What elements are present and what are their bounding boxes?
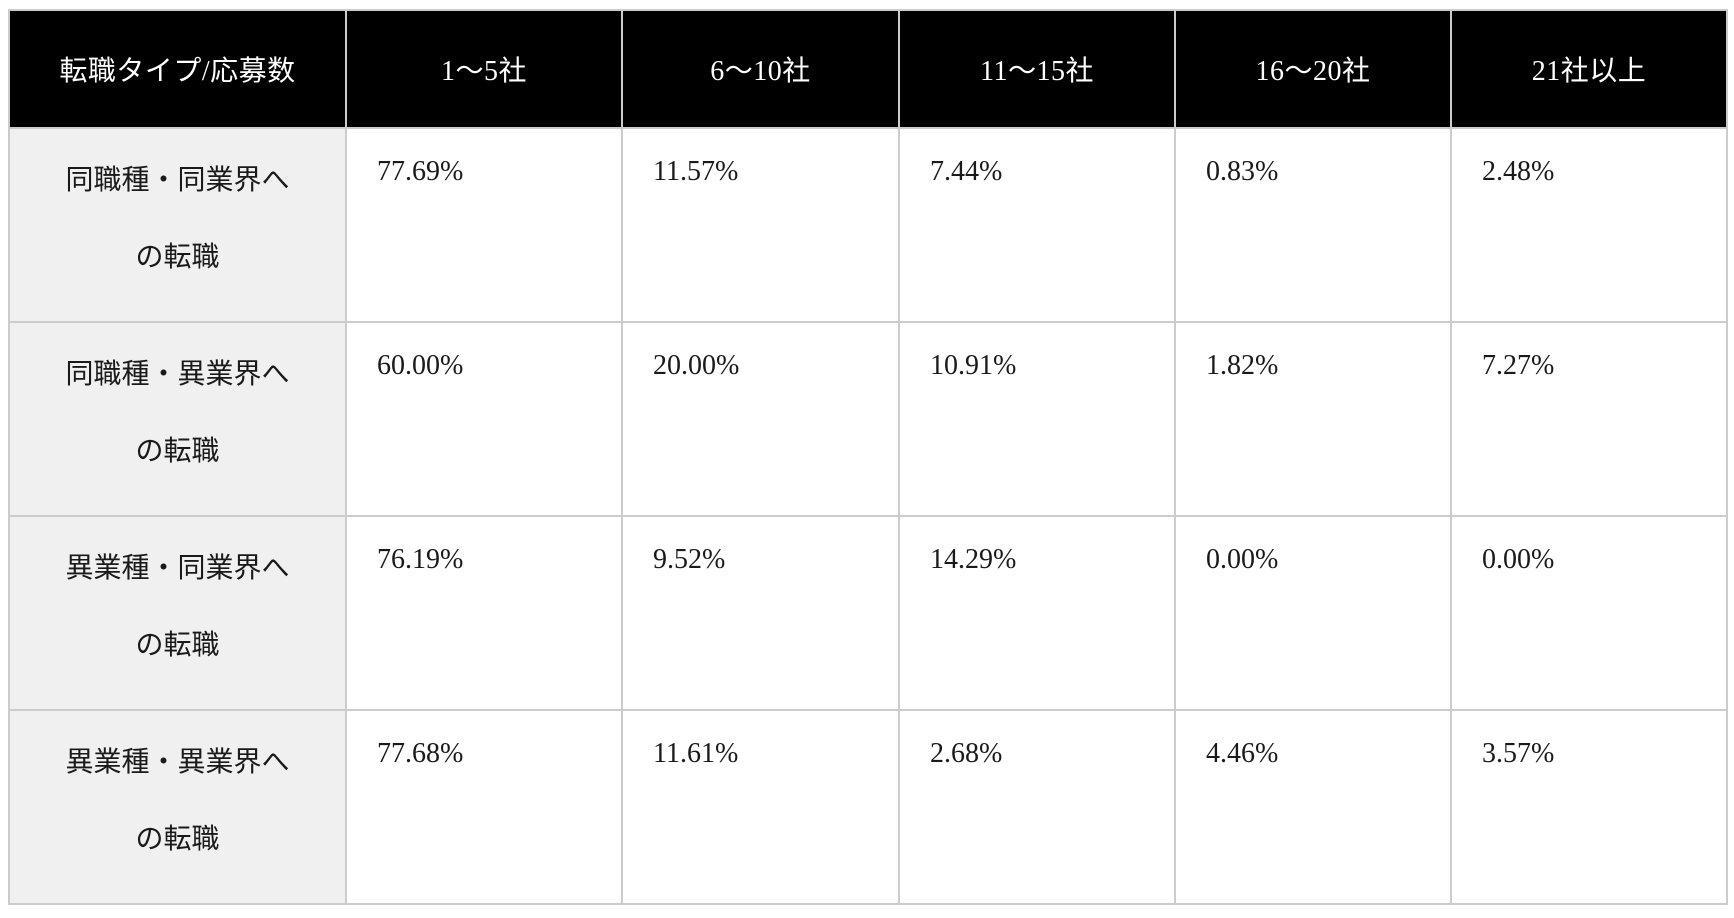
job-change-application-count-table: 転職タイプ/応募数 1〜5社 6〜10社 11〜15社 16〜20社 21社以上 同職種・…	[8, 9, 1728, 905]
row-label-cell: 異業種・異業界への転職	[8, 709, 347, 905]
table-row: 同職種・同業界への転職 77.69% 11.57% 7.44% 0.83% 2.48%	[8, 127, 1728, 323]
header-cell: 1〜5社	[345, 9, 623, 129]
value-cell: 7.27%	[1450, 321, 1728, 517]
value-cell: 77.69%	[345, 127, 623, 323]
value-cell: 10.91%	[898, 321, 1176, 517]
value-cell: 60.00%	[345, 321, 623, 517]
value-cell: 77.68%	[345, 709, 623, 905]
header-cell-row-label: 転職タイプ/応募数	[8, 9, 347, 129]
table-row: 異業種・異業界への転職 77.68% 11.61% 2.68% 4.46% 3.57%	[8, 709, 1728, 905]
value-cell: 11.57%	[621, 127, 900, 323]
value-cell: 11.61%	[621, 709, 900, 905]
header-cell: 6〜10社	[621, 9, 900, 129]
value-cell: 0.83%	[1174, 127, 1452, 323]
value-cell: 2.68%	[898, 709, 1176, 905]
header-cell: 16〜20社	[1174, 9, 1452, 129]
value-cell: 3.57%	[1450, 709, 1728, 905]
value-cell: 0.00%	[1174, 515, 1452, 711]
value-cell: 20.00%	[621, 321, 900, 517]
table-body: 同職種・同業界への転職 77.69% 11.57% 7.44% 0.83% 2.48% 同職…	[8, 127, 1728, 905]
header-cell: 21社以上	[1450, 9, 1728, 129]
row-label-cell: 同職種・同業界への転職	[8, 127, 347, 323]
value-cell: 1.82%	[1174, 321, 1452, 517]
value-cell: 2.48%	[1450, 127, 1728, 323]
row-label-cell: 同職種・異業界への転職	[8, 321, 347, 517]
row-label-cell: 異業種・同業界への転職	[8, 515, 347, 711]
table-row: 同職種・異業界への転職 60.00% 20.00% 10.91% 1.82% 7.27%	[8, 321, 1728, 517]
header-row: 転職タイプ/応募数 1〜5社 6〜10社 11〜15社 16〜20社 21社以上	[8, 9, 1728, 129]
table-row: 異業種・同業界への転職 76.19% 9.52% 14.29% 0.00% 0.00%	[8, 515, 1728, 711]
value-cell: 4.46%	[1174, 709, 1452, 905]
value-cell: 0.00%	[1450, 515, 1728, 711]
value-cell: 7.44%	[898, 127, 1176, 323]
table-header: 転職タイプ/応募数 1〜5社 6〜10社 11〜15社 16〜20社 21社以上	[8, 9, 1728, 129]
value-cell: 9.52%	[621, 515, 900, 711]
header-cell: 11〜15社	[898, 9, 1176, 129]
value-cell: 76.19%	[345, 515, 623, 711]
value-cell: 14.29%	[898, 515, 1176, 711]
